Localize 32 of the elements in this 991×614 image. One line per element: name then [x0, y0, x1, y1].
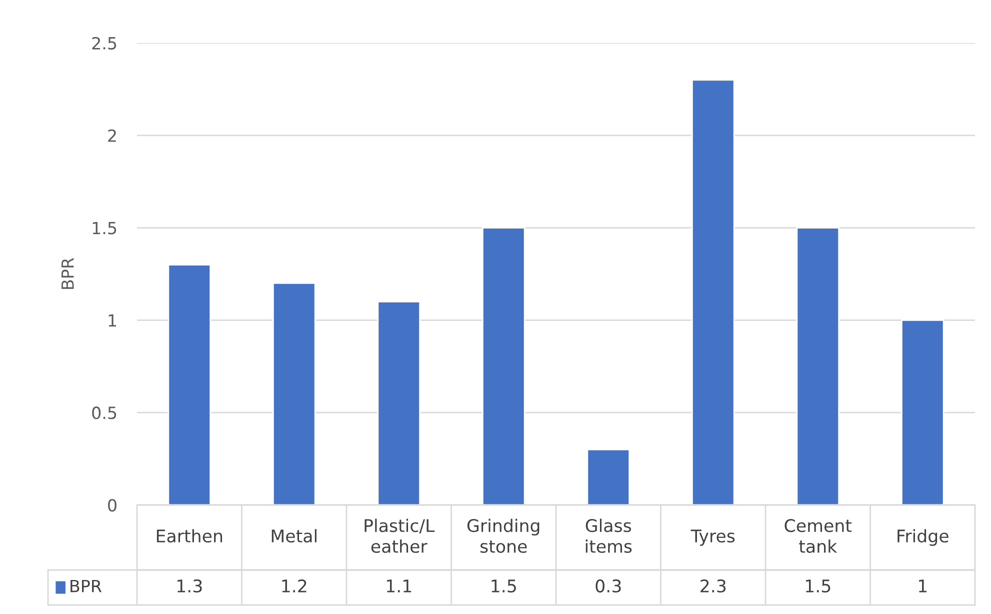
- x-tick-label: Earthen: [156, 529, 222, 543]
- y-tick-label: 1: [108, 314, 116, 327]
- data-label: 1.2: [282, 579, 306, 592]
- y-axis-title: BPR: [62, 258, 74, 289]
- y-tick-label: 0.5: [92, 406, 116, 420]
- bar: [272, 282, 316, 505]
- bar: [900, 320, 944, 505]
- x-tick-label: Tyres: [690, 530, 735, 546]
- data-label: 1: [919, 580, 927, 592]
- x-tick-label: Fridge: [898, 529, 948, 546]
- bar: [377, 301, 421, 505]
- data-label: 0.3: [596, 579, 621, 593]
- bar: [796, 227, 840, 505]
- data-label: 1.5: [492, 580, 516, 593]
- y-tick-label: 0: [108, 498, 116, 512]
- bar: [691, 79, 735, 505]
- y-tick-label: 2: [108, 129, 116, 142]
- bar: [168, 264, 212, 505]
- x-tick-label: Cement tank: [784, 519, 852, 553]
- x-tick-label: Glass items: [586, 518, 632, 553]
- y-tick-label: 1.5: [92, 222, 116, 234]
- x-tick-label: Plastic/Leather: [364, 518, 435, 553]
- x-tick-label: Grinding stone: [467, 518, 540, 553]
- data-label: 2.3: [700, 579, 726, 593]
- data-label: 1.1: [386, 580, 412, 592]
- data-label: 1.5: [806, 580, 830, 593]
- bar: [482, 227, 526, 505]
- data-label: 1.3: [177, 579, 202, 593]
- x-tick-label: Metal: [272, 529, 316, 543]
- legend-label: BPR: [70, 580, 102, 592]
- bar: [586, 448, 630, 505]
- y-tick-label: 2.5: [92, 36, 116, 50]
